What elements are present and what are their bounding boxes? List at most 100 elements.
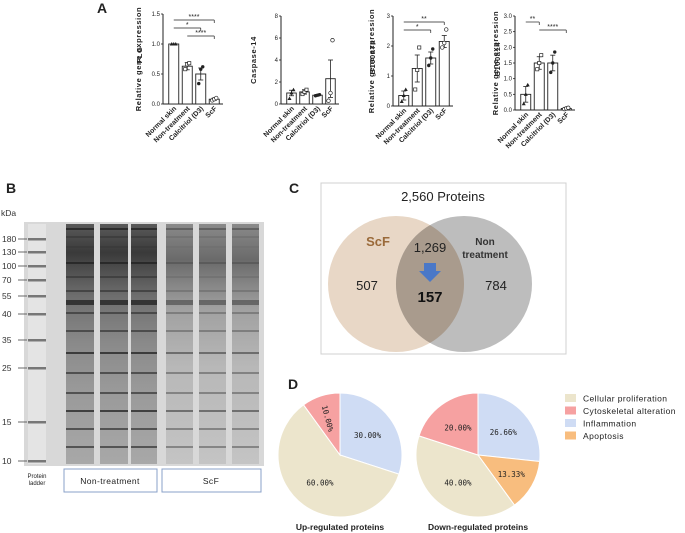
protein-band bbox=[166, 262, 193, 264]
protein-band bbox=[66, 330, 94, 332]
data-point bbox=[187, 61, 192, 66]
bar bbox=[168, 43, 180, 105]
gel-lane bbox=[166, 224, 193, 464]
y-tick-label: 8 bbox=[275, 14, 279, 20]
protein-band bbox=[232, 410, 259, 412]
pie-slice-label: 40.00% bbox=[444, 479, 472, 488]
protein-band bbox=[131, 290, 157, 292]
protein-band bbox=[131, 392, 157, 394]
protein-band bbox=[166, 228, 193, 230]
protein-band bbox=[66, 410, 94, 412]
data-point bbox=[427, 63, 431, 68]
protein-band bbox=[199, 392, 226, 394]
gel-panel: kDa 180 130 100 70 55 40 35 25 15 10 Protein ladde… bbox=[1, 208, 264, 493]
significance-label: * bbox=[416, 24, 419, 31]
protein-band bbox=[199, 228, 226, 230]
pie-charts: 30.00%60.00%10.00% 26.66%13.33%40.00%20.0… bbox=[277, 392, 541, 518]
x-category-label: ScF bbox=[321, 105, 336, 120]
kda-marker-label: 130 bbox=[2, 247, 16, 257]
y-axis-label: Caspase-14 bbox=[249, 36, 258, 84]
venn-label-non-treatment: Non treatment bbox=[462, 237, 508, 261]
protein-band bbox=[100, 236, 128, 238]
protein-band bbox=[199, 262, 226, 264]
y-tick-label: 1.5 bbox=[504, 61, 513, 67]
ladder-band bbox=[28, 421, 46, 424]
protein-band bbox=[100, 446, 128, 448]
protein-band bbox=[100, 300, 128, 305]
protein-band bbox=[131, 276, 157, 278]
panel-label-a: A bbox=[97, 0, 107, 16]
scf-bracket bbox=[161, 468, 262, 493]
data-point bbox=[399, 99, 404, 103]
protein-band bbox=[166, 300, 193, 305]
legend-swatch bbox=[565, 406, 576, 415]
protein-band bbox=[166, 330, 193, 332]
ladder-band bbox=[28, 367, 46, 370]
pie-slice-label: 13.33% bbox=[498, 470, 526, 479]
panel-label-b: B bbox=[6, 180, 16, 196]
legend-swatch bbox=[565, 419, 576, 427]
protein-band bbox=[100, 228, 128, 230]
protein-band bbox=[66, 428, 94, 430]
ladder-lane bbox=[28, 224, 46, 464]
data-point bbox=[304, 87, 309, 92]
y-tick-label: 0.5 bbox=[152, 72, 161, 78]
protein-band bbox=[199, 330, 226, 332]
gene-name-label: FLG bbox=[135, 47, 144, 64]
gel-group-scf: ScF bbox=[203, 476, 219, 486]
protein-band bbox=[166, 392, 193, 394]
data-point bbox=[183, 67, 188, 72]
x-category-label: ScF bbox=[205, 105, 220, 120]
ladder-band bbox=[28, 460, 46, 463]
protein-band bbox=[100, 428, 128, 430]
ladder-band bbox=[28, 339, 46, 342]
kda-marker-label: 10 bbox=[2, 456, 12, 466]
venn-count-overlap: 1,269 bbox=[414, 240, 447, 255]
pie-slice-label: 60.00% bbox=[306, 479, 334, 488]
data-point bbox=[523, 92, 528, 96]
data-point bbox=[291, 87, 296, 92]
panel-label-c: C bbox=[289, 180, 299, 196]
bar-chart-4: 0.0 0.5 1.0 1.5 2.0 2.5 3.0 Relative gene expre… bbox=[491, 11, 575, 150]
legend-label: Cellular proliferation bbox=[583, 394, 667, 404]
gene-name-label: S100a14 bbox=[493, 42, 502, 76]
gel-lane bbox=[131, 224, 157, 464]
gel-lane bbox=[66, 224, 94, 464]
protein-band bbox=[100, 262, 128, 264]
data-point bbox=[199, 67, 203, 71]
y-tick-label: 0.0 bbox=[504, 108, 513, 114]
pie-slice bbox=[339, 392, 403, 475]
protein-band bbox=[166, 372, 193, 374]
protein-band bbox=[199, 446, 226, 448]
data-point bbox=[415, 68, 420, 72]
kda-marker-label: 15 bbox=[2, 417, 12, 427]
y-tick-label: 4 bbox=[275, 58, 279, 64]
venn-count-non-treatment-only: 784 bbox=[485, 278, 507, 293]
protein-band bbox=[232, 276, 259, 278]
venn-overlap bbox=[395, 225, 465, 343]
pie-legend: Cellular proliferation Cytoskeletal alter… bbox=[565, 394, 675, 441]
protein-band bbox=[66, 446, 94, 448]
significance-label: ** bbox=[530, 16, 536, 23]
protein-band bbox=[199, 300, 226, 305]
kda-marker-label: 40 bbox=[2, 309, 12, 319]
data-point bbox=[521, 101, 526, 106]
data-point bbox=[535, 67, 540, 72]
data-point bbox=[551, 61, 555, 65]
y-tick-label: 0.0 bbox=[152, 102, 161, 108]
y-tick-label: 1.0 bbox=[152, 42, 161, 48]
protein-band bbox=[166, 290, 193, 292]
protein-band bbox=[232, 352, 259, 354]
y-tick-label: 2 bbox=[275, 80, 279, 86]
y-axis-label: Relative gene expression bbox=[134, 7, 143, 111]
protein-band bbox=[166, 276, 193, 278]
significance-label: **** bbox=[195, 30, 206, 37]
y-tick-label: 1 bbox=[387, 74, 391, 80]
protein-band bbox=[100, 276, 128, 278]
gel-group-non-treatment: Non-treatment bbox=[80, 476, 140, 486]
venn-diagram: 2,560 Proteins ScF Non treatment 507 1,26… bbox=[320, 182, 567, 355]
legend-swatch bbox=[565, 394, 576, 402]
